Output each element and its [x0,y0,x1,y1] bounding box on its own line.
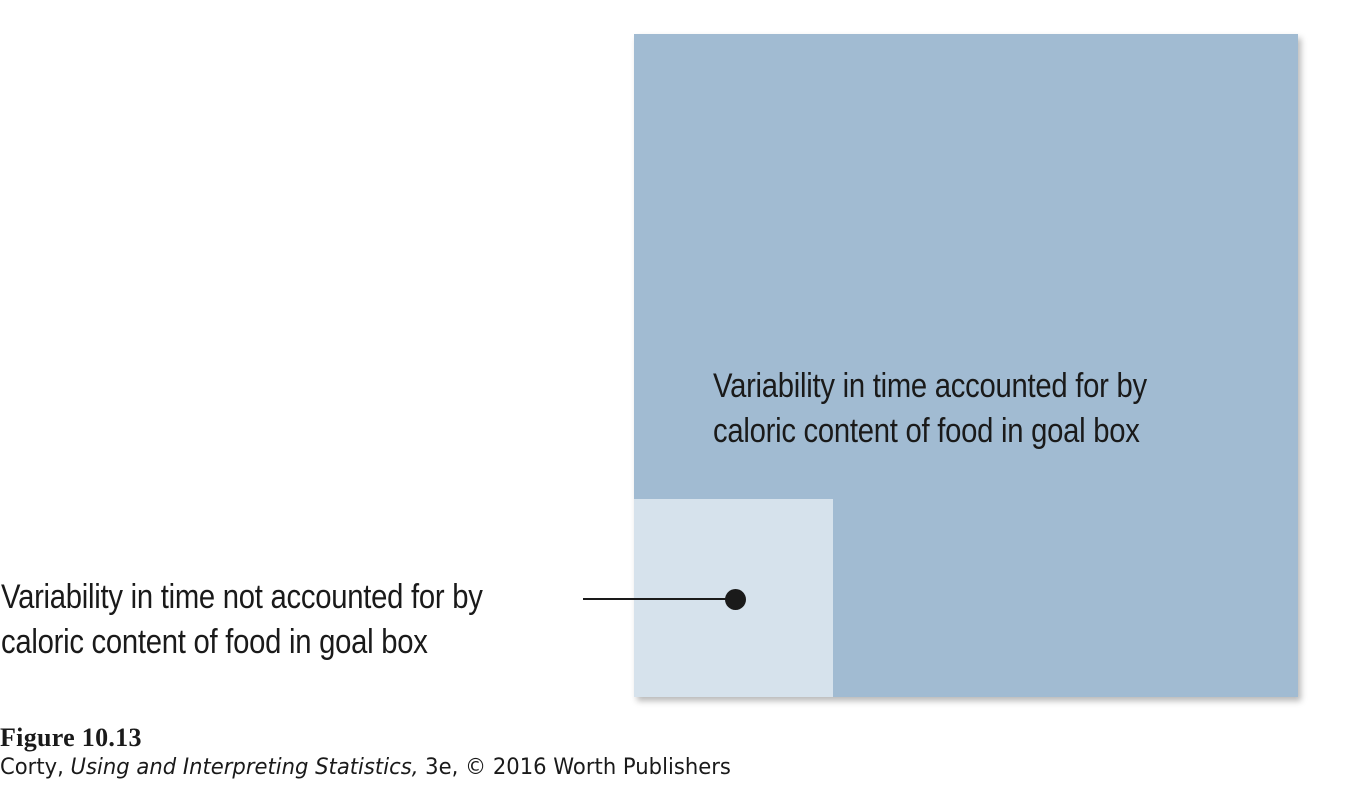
unaccounted-label-line: caloric content of food in goal box [1,623,428,661]
credit-author: Corty, [0,755,71,780]
unaccounted-variance-label: Variability in time not accounted for by… [1,575,483,665]
unaccounted-label-line: Variability in time not accounted for by [1,578,483,616]
figure-credit: Corty, Using and Interpreting Statistics… [0,753,731,783]
figure-title: Figure 10.13 [0,723,142,752]
leader-dot [725,589,746,610]
accounted-variance-label: Variability in time accounted for by cal… [713,364,1147,454]
credit-book-title: Using and Interpreting Statistics, [70,755,419,780]
accounted-label-line: caloric content of food in goal box [713,412,1140,450]
credit-edition: 3e, © 2016 Worth Publishers [418,755,731,780]
leader-line [583,598,735,600]
accounted-label-line: Variability in time accounted for by [713,367,1147,405]
